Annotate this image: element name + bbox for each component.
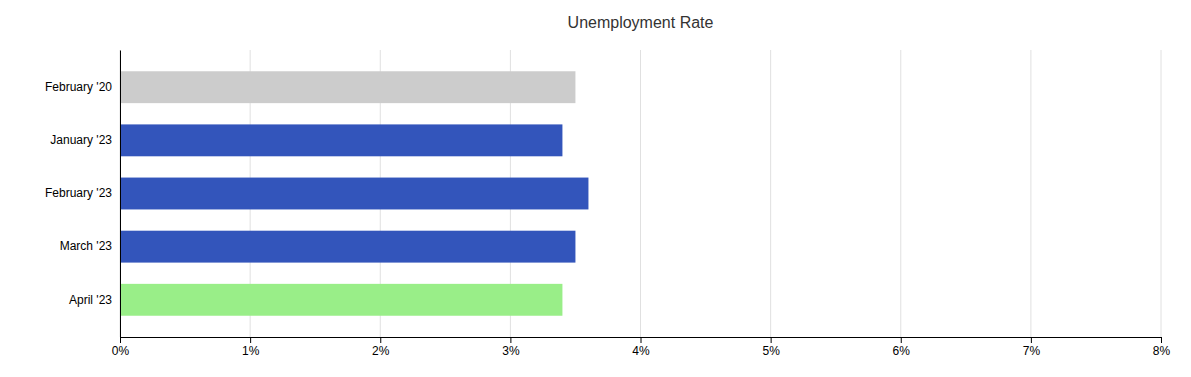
x-tick: 0% — [112, 337, 130, 358]
x-tick-label: 3% — [502, 344, 520, 358]
x-tick: 8% — [1153, 337, 1171, 358]
x-tick-mark — [380, 337, 381, 343]
x-axis: 0% 1% 2% 3% 4% 5% 6% 7% 8% — [112, 337, 1171, 358]
y-tick: February '20 — [45, 80, 112, 94]
y-tick-label: January '23 — [50, 133, 112, 147]
x-tick-mark — [510, 337, 511, 343]
bar — [120, 231, 575, 263]
x-tick: 5% — [762, 337, 780, 358]
bar — [120, 284, 562, 316]
x-tick: 7% — [1023, 337, 1041, 358]
grid-line — [900, 50, 901, 337]
x-tick-label: 4% — [632, 344, 650, 358]
y-tick: March '23 — [60, 239, 113, 253]
x-tick-mark — [641, 337, 642, 343]
y-tick: February '23 — [45, 186, 112, 200]
x-tick: 4% — [632, 337, 650, 358]
plot-area: 0% 1% 2% 3% 4% 5% 6% 7% 8% February '20 January '2… — [45, 50, 1171, 358]
bar — [120, 124, 562, 156]
x-tick: 2% — [372, 337, 390, 358]
x-tick-label: 2% — [372, 344, 390, 358]
x-tick-label: 6% — [893, 344, 911, 358]
x-tick: 3% — [502, 337, 520, 358]
x-tick-label: 5% — [762, 344, 780, 358]
grid-line — [640, 50, 641, 337]
x-tick-mark — [901, 337, 902, 343]
x-tick: 1% — [242, 337, 260, 358]
y-tick-label: April '23 — [69, 293, 112, 307]
y-tick-label: February '23 — [45, 186, 112, 200]
y-tick-label: February '20 — [45, 80, 112, 94]
grid-line — [120, 50, 121, 337]
x-tick-mark — [250, 337, 251, 343]
grid-line — [770, 50, 771, 337]
y-tick: April '23 — [69, 293, 112, 307]
bar — [120, 71, 575, 103]
grid-line — [1030, 50, 1031, 337]
x-tick: 6% — [893, 337, 911, 358]
y-axis-line — [120, 51, 121, 338]
chart: 0% 1% 2% 3% 4% 5% 6% 7% 8% February '20 January '2… — [0, 0, 1191, 377]
title: Unemployment Rate — [568, 14, 714, 31]
bars — [120, 71, 588, 315]
grid-line — [1161, 50, 1162, 337]
x-tick-mark — [1161, 337, 1162, 343]
grid — [120, 50, 1161, 337]
x-tick-mark — [120, 337, 121, 343]
y-tick-label: March '23 — [60, 239, 113, 253]
bar — [120, 178, 588, 210]
x-axis-line — [121, 338, 1162, 344]
x-tick-mark — [771, 337, 772, 343]
x-tick-mark — [1031, 337, 1032, 343]
x-tick-label: 0% — [112, 344, 130, 358]
x-tick-label: 8% — [1153, 344, 1171, 358]
x-tick-label: 7% — [1023, 344, 1041, 358]
y-axis: February '20 January '23 February '23 March… — [45, 51, 121, 338]
x-tick-label: 1% — [242, 344, 260, 358]
y-tick: January '23 — [50, 133, 112, 147]
